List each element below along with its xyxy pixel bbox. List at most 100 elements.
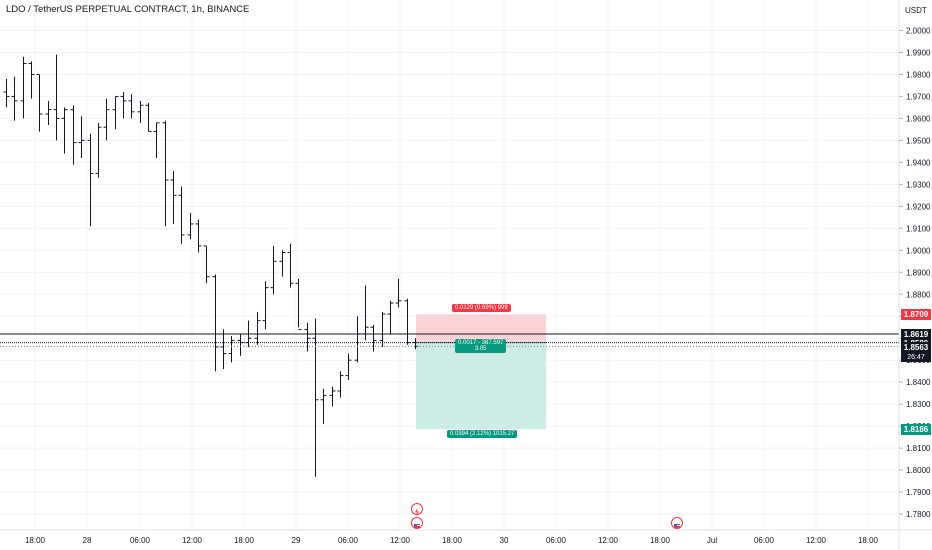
y-tick-label: 1.8400	[906, 378, 931, 387]
y-tick-label: 1.9500	[906, 136, 931, 145]
x-tick-label: 28	[83, 536, 92, 545]
us-flag-event-icon-2[interactable]	[671, 517, 683, 529]
ohlc-bar	[379, 311, 386, 348]
y-tick-label: 1.8300	[906, 400, 931, 409]
us-flag-event-icon[interactable]	[411, 517, 423, 529]
ohlc-bar	[395, 278, 402, 308]
x-tick-label: 18:00	[858, 536, 879, 545]
ohlc-bar	[354, 316, 361, 363]
ohlc-bar	[128, 94, 135, 119]
currency-label[interactable]: USDT	[905, 6, 927, 15]
ohlc-bar	[254, 311, 261, 345]
y-tick-label: 1.9800	[906, 70, 931, 79]
x-tick-label: 06:00	[338, 536, 359, 545]
ohlc-bar	[78, 116, 85, 158]
ohlc-bar	[237, 333, 244, 356]
target-price-label: 1.8186	[901, 423, 931, 435]
ohlc-bar	[195, 219, 202, 253]
ohlc-bar	[87, 133, 94, 227]
y-tick-label: 1.9700	[906, 92, 931, 101]
ohlc-bar	[370, 325, 377, 352]
ohlc-bar	[287, 243, 294, 288]
position-zones	[416, 314, 546, 430]
ohlc-bar	[337, 371, 344, 398]
price-axis[interactable]: 2.0000 1.9900 1.9800 1.9700 1.9600 1.9500 1.94…	[899, 27, 931, 520]
ohlc-bar	[212, 274, 219, 372]
ohlc-bar	[11, 76, 18, 121]
stop-price-label: 1.8709	[901, 308, 931, 320]
ohlc-bar	[387, 300, 394, 334]
ohlc-bars	[3, 54, 419, 477]
y-tick-label: 1.9300	[906, 180, 931, 189]
ohlc-bar	[112, 95, 119, 130]
entry-info-line1: 0.0017 - 387.597	[458, 339, 504, 346]
x-tick-label: 12:00	[598, 536, 619, 545]
y-tick-label: 1.9400	[906, 158, 931, 167]
x-tick-label: 12:00	[390, 536, 411, 545]
ohlc-bar	[20, 56, 27, 119]
ohlc-bar	[345, 353, 352, 380]
x-tick-label: 18:00	[234, 536, 255, 545]
y-tick-label: 1.9000	[906, 246, 931, 255]
y-tick-label: 2.0000	[906, 27, 931, 36]
y-tick-label: 1.8100	[906, 444, 931, 453]
x-tick-label: 12:00	[806, 536, 827, 545]
y-tick-label: 1.7800	[906, 510, 931, 519]
stop-loss-zone	[416, 314, 546, 343]
ohlc-bar	[95, 122, 102, 178]
x-tick-label: 06:00	[546, 536, 567, 545]
ohlc-bar	[362, 285, 369, 341]
ohlc-bar	[28, 61, 35, 99]
x-tick-label: 18:00	[25, 536, 46, 545]
ohlc-bar	[187, 212, 194, 240]
ohlc-bar	[61, 107, 68, 154]
last-price-label: 1.8619	[901, 328, 931, 340]
time-axis[interactable]: 18:00 28 06:00 12:00 18:00 29 06:00 12:00 18:00 3…	[25, 536, 879, 545]
y-tick-label: 1.9200	[906, 202, 931, 211]
ohlc-bar	[295, 278, 302, 330]
ohlc-bar	[262, 281, 269, 330]
ohlc-bar	[178, 186, 185, 244]
x-tick-label: 06:00	[130, 536, 151, 545]
ohlc-bar	[137, 100, 144, 123]
price-lines	[0, 333, 899, 347]
ohlc-bar	[70, 105, 77, 165]
y-tick-label: 1.7900	[906, 488, 931, 497]
ohlc-bar	[228, 336, 235, 363]
ohlc-bar	[320, 388, 327, 424]
ohlc-bar	[279, 250, 286, 277]
chart-grid	[0, 0, 899, 530]
ohlc-bar	[120, 92, 127, 119]
lightning-event-icon[interactable]	[411, 503, 423, 516]
ohlc-bar	[53, 54, 60, 141]
position-entry-info[interactable]: 0.0017 - 387.597 3.05	[455, 338, 507, 353]
symbol-title: LDO / TetherUS PERPETUAL CONTRACT, 1h, B…	[6, 4, 250, 15]
bar-countdown: 26:47	[901, 353, 931, 363]
ohlc-bar	[312, 318, 319, 477]
ohlc-bar	[3, 78, 10, 108]
ohlc-bar	[270, 245, 277, 295]
x-tick-label: 18:00	[442, 536, 463, 545]
ohlc-bar	[329, 386, 336, 407]
x-tick-label: Jul	[707, 536, 717, 545]
x-tick-label: 30	[500, 536, 509, 545]
ohlc-bar	[304, 322, 311, 352]
take-profit-info[interactable]: 0.0394 (2.12%) 1015.27	[447, 430, 518, 439]
stop-loss-info[interactable]: 0.0129 (0.69%) 999	[452, 304, 511, 313]
x-tick-label: 12:00	[182, 536, 203, 545]
y-tick-label: 1.8900	[906, 268, 931, 277]
y-tick-label: 1.8800	[906, 290, 931, 299]
ohlc-bar	[220, 329, 227, 369]
ohlc-bar	[153, 122, 160, 158]
take-profit-zone	[416, 342, 546, 430]
x-tick-label: 18:00	[650, 536, 671, 545]
ohlc-bar	[145, 103, 152, 133]
ohlc-bar	[162, 120, 169, 227]
ohlc-bar	[203, 245, 210, 284]
ohlc-bar	[45, 100, 52, 126]
y-tick-label: 1.9600	[906, 114, 931, 123]
x-tick-label: 06:00	[754, 536, 775, 545]
y-tick-label: 1.9100	[906, 224, 931, 233]
ohlc-bar	[170, 171, 177, 224]
